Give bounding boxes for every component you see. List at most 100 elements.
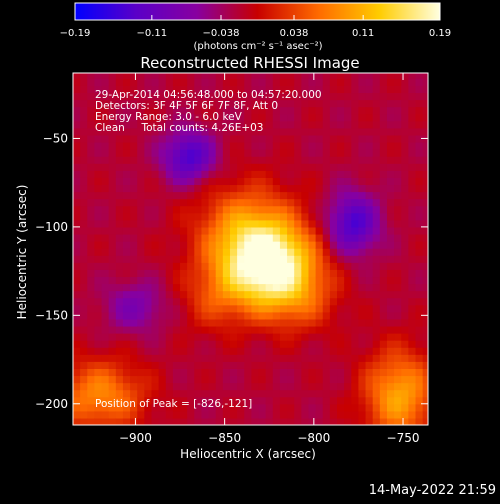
heatmap-cell	[265, 262, 274, 270]
heatmap-cell	[401, 311, 409, 320]
heatmap-cell	[251, 198, 260, 207]
heatmap-cell	[115, 304, 124, 313]
heatmap-cell	[287, 85, 295, 94]
heatmap-cell	[294, 340, 302, 348]
heatmap-cell	[358, 368, 367, 377]
heatmap-cell	[287, 417, 295, 425]
heatmap-cell	[187, 73, 195, 79]
heatmap-cell	[208, 134, 217, 143]
heatmap-cell	[329, 318, 338, 327]
heatmap-cell	[415, 78, 424, 86]
heatmap-cell	[87, 120, 96, 129]
heatmap-cell	[151, 205, 160, 214]
heatmap-cell	[415, 170, 424, 178]
heatmap-cell	[222, 106, 231, 115]
heatmap-cell	[308, 198, 317, 207]
heatmap-cell	[172, 255, 181, 263]
heatmap-cell	[115, 241, 124, 249]
heatmap-cell	[151, 297, 160, 306]
heatmap-cell	[422, 85, 428, 94]
heatmap-cell	[87, 92, 96, 101]
heatmap-cell	[172, 297, 181, 306]
heatmap-cell	[137, 333, 145, 341]
heatmap-cell	[365, 113, 374, 122]
heatmap-cell	[151, 99, 160, 108]
heatmap-cell	[386, 333, 395, 341]
heatmap-cell	[294, 219, 302, 228]
heatmap-cell	[415, 325, 424, 334]
heatmap-cell	[401, 361, 409, 369]
heatmap-cell	[265, 106, 274, 115]
heatmap-cell	[151, 311, 160, 320]
heatmap-cell	[80, 241, 88, 249]
heatmap-cell	[201, 99, 210, 108]
heatmap-cell	[358, 333, 367, 341]
heatmap-cell	[101, 382, 110, 391]
heatmap-cell	[386, 417, 395, 425]
heatmap-cell	[287, 333, 295, 341]
heatmap-cell	[194, 219, 203, 228]
heatmap-cell	[372, 248, 381, 256]
heatmap-cell	[215, 417, 224, 425]
heatmap-cell	[172, 262, 181, 270]
heatmap-cell	[287, 283, 295, 292]
heatmap-cell	[379, 127, 388, 136]
heatmap-cell	[365, 389, 374, 398]
heatmap-cell	[422, 276, 428, 285]
heatmap-cell	[108, 297, 117, 306]
heatmap-cell	[137, 127, 145, 136]
heatmap-cell	[87, 318, 96, 327]
heatmap-cell	[308, 297, 317, 306]
heatmap-cell	[272, 212, 281, 221]
heatmap-cell	[144, 368, 153, 377]
heatmap-cell	[322, 156, 331, 164]
heatmap-cell	[229, 276, 238, 285]
heatmap-cell	[251, 325, 260, 334]
heatmap-cell	[158, 212, 167, 221]
heatmap-cell	[151, 191, 160, 200]
heatmap-cell	[130, 290, 138, 299]
heatmap-cell	[180, 134, 188, 143]
heatmap-cell	[337, 198, 345, 207]
heatmap-cell	[365, 163, 374, 171]
heatmap-cell	[237, 347, 245, 355]
heatmap-cell	[329, 184, 338, 193]
heatmap-cell	[358, 269, 367, 278]
heatmap-cell	[180, 375, 188, 384]
heatmap-cell	[415, 120, 424, 129]
heatmap-cell	[137, 184, 145, 193]
heatmap-cell	[258, 226, 267, 235]
heatmap-cell	[208, 141, 217, 150]
heatmap-cell	[351, 297, 360, 306]
heatmap-cell	[337, 85, 345, 94]
heatmap-cell	[208, 205, 217, 214]
heatmap-cell	[158, 354, 167, 362]
heatmap-cell	[244, 283, 252, 292]
heatmap-cell	[201, 141, 210, 150]
heatmap-cell	[372, 354, 381, 362]
heatmap-cell	[351, 347, 360, 355]
heatmap-cell	[201, 368, 210, 377]
heatmap-cell	[244, 184, 252, 193]
heatmap-cell	[87, 241, 96, 249]
heatmap-cell	[351, 73, 360, 79]
heatmap-cell	[115, 73, 124, 79]
heatmap-cell	[301, 283, 310, 292]
heatmap-cell	[415, 304, 424, 313]
heatmap-cell	[301, 85, 310, 94]
heatmap-cell	[308, 233, 317, 242]
heatmap-cell	[158, 389, 167, 398]
heatmap-cell	[337, 361, 345, 369]
heatmap-cell	[401, 198, 409, 207]
heatmap-cell	[122, 191, 131, 200]
heatmap-cell	[201, 318, 210, 327]
heatmap-cell	[101, 354, 110, 362]
heatmap-cell	[101, 311, 110, 320]
heatmap-cell	[144, 311, 153, 320]
heatmap-cell	[287, 212, 295, 221]
heatmap-cell	[272, 241, 281, 249]
heatmap-cell	[287, 226, 295, 235]
heatmap-cell	[372, 311, 381, 320]
heatmap-cell	[408, 120, 417, 129]
heatmap-cell	[258, 340, 267, 348]
